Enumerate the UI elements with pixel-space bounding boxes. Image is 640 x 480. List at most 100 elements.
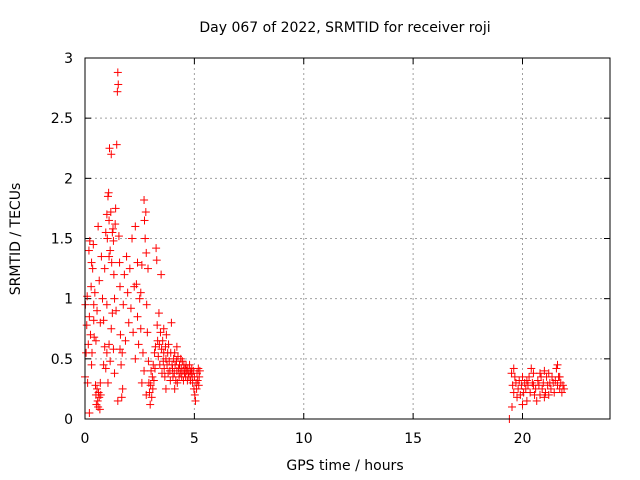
data-point [147, 393, 156, 402]
data-point [106, 357, 115, 366]
data-point [105, 252, 114, 261]
data-point [540, 393, 549, 402]
data-point [161, 384, 170, 393]
data-point [195, 372, 204, 381]
data-point [91, 336, 100, 345]
data-point [522, 376, 531, 385]
data-point [91, 381, 100, 390]
data-point [155, 340, 164, 349]
data-point [155, 360, 164, 369]
data-point [120, 270, 129, 279]
y-tick-label: 1.5 [51, 232, 73, 248]
data-point [116, 282, 124, 291]
data-point [508, 402, 516, 411]
data-point [134, 340, 143, 349]
data-point [529, 381, 538, 390]
data-point [140, 216, 149, 225]
plot-frame [84, 57, 611, 420]
data-point [135, 294, 144, 303]
data-point [107, 258, 116, 267]
data-point [138, 348, 147, 357]
data-point [126, 304, 135, 313]
data-point [509, 364, 518, 373]
data-point [152, 244, 161, 253]
data-point [191, 396, 200, 405]
data-point [105, 216, 114, 225]
data-point [119, 300, 128, 309]
data-point [113, 87, 122, 96]
data-point [128, 234, 137, 243]
data-point [133, 258, 142, 267]
data-point [109, 270, 118, 279]
data-point [125, 264, 134, 273]
data-point [557, 388, 566, 397]
data-point [521, 384, 530, 393]
data-point [173, 378, 182, 387]
data-point [105, 144, 114, 153]
data-point [89, 240, 98, 249]
data-point [152, 256, 161, 265]
data-point [98, 294, 107, 303]
data-point [100, 264, 109, 273]
y-tick-label: 1 [64, 292, 73, 308]
data-point [94, 222, 103, 231]
data-point [536, 390, 544, 399]
data-point [527, 364, 536, 373]
data-point [544, 390, 553, 399]
data-point [149, 376, 158, 385]
data-point [117, 360, 126, 369]
data-point [96, 378, 105, 387]
data-point [87, 258, 96, 267]
data-point [95, 276, 104, 285]
data-point [178, 357, 187, 366]
data-point [103, 378, 112, 387]
data-point [110, 369, 119, 378]
data-point [88, 348, 96, 357]
data-point [103, 234, 112, 243]
data-point [515, 376, 524, 385]
data-point [141, 234, 150, 243]
data-point [164, 340, 173, 349]
data-point [118, 348, 127, 357]
data-point [131, 354, 140, 363]
data-point [115, 258, 124, 267]
data-point [507, 369, 516, 378]
data-point [105, 340, 114, 349]
data-point [133, 312, 142, 321]
data-point [193, 376, 202, 385]
data-point [156, 328, 165, 337]
data-point [538, 384, 547, 393]
data-point [106, 246, 115, 255]
data-point [103, 192, 112, 201]
data-point [154, 352, 163, 361]
data-point [158, 336, 167, 345]
data-point [551, 376, 560, 385]
data-point [148, 384, 157, 393]
chart-title: Day 067 of 2022, SRMTID for receiver roj… [199, 20, 490, 36]
data-point [172, 342, 181, 351]
data-point [102, 348, 111, 357]
data-point [536, 369, 544, 378]
data-point [116, 345, 124, 354]
data-point [553, 360, 562, 369]
data-point [514, 384, 523, 393]
data-point [107, 324, 116, 333]
data-point [97, 252, 106, 261]
data-point [90, 333, 99, 342]
data-point [550, 388, 559, 397]
data-point [82, 321, 91, 330]
data-point [106, 208, 115, 217]
y-tick-labels: 0 0.5 1 1.5 2 2.5 3 [51, 51, 73, 428]
data-point [140, 366, 149, 375]
data-point [150, 348, 159, 357]
data-point [194, 381, 203, 390]
data-point [148, 372, 157, 381]
data-point [110, 294, 119, 303]
data-point [144, 264, 152, 273]
data-point [108, 309, 117, 318]
data-point [113, 396, 122, 405]
data-point [102, 300, 111, 309]
data-point [93, 306, 102, 315]
data-point [113, 68, 122, 77]
data-point [160, 372, 169, 381]
